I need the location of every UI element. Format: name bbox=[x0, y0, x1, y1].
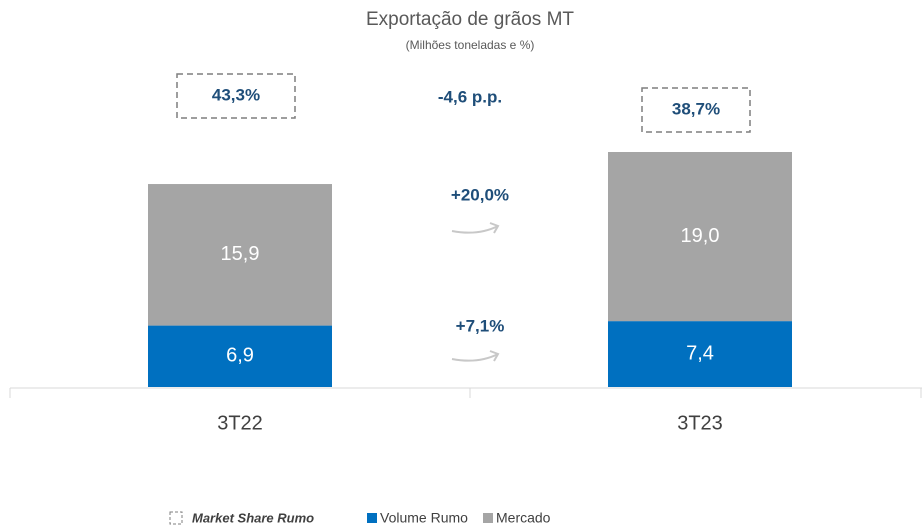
share-change: -4,6 p.p. bbox=[438, 87, 502, 106]
value-label: 7,4 bbox=[686, 342, 714, 364]
value-label: 19,0 bbox=[681, 225, 720, 247]
value-label: 6,9 bbox=[226, 345, 254, 367]
bar-segment bbox=[608, 321, 792, 387]
growth-arrow bbox=[451, 222, 500, 234]
share-box bbox=[176, 73, 296, 119]
value-label: 15,9 bbox=[221, 243, 260, 265]
x-tick-label: 3T23 bbox=[677, 412, 723, 434]
chart-subtitle: (Milhões toneladas e %) bbox=[406, 38, 535, 52]
share-box bbox=[641, 87, 751, 133]
legend-swatch bbox=[169, 511, 183, 525]
x-tick-label: 3T22 bbox=[217, 412, 263, 434]
growth-arrow bbox=[451, 350, 500, 362]
share-label: 38,7% bbox=[672, 99, 720, 118]
legend-label: Market Share Rumo bbox=[192, 510, 314, 525]
share-label: 43,3% bbox=[212, 85, 260, 104]
bar-segment bbox=[608, 152, 792, 322]
legend-label: Mercado bbox=[496, 510, 551, 526]
bar-segment bbox=[148, 325, 332, 387]
legend-swatch bbox=[367, 513, 377, 523]
legend-swatch bbox=[483, 513, 493, 523]
growth-label: +20,0% bbox=[451, 185, 509, 204]
bar-segment bbox=[148, 184, 332, 326]
chart-title: Exportação de grãos MT bbox=[366, 9, 574, 30]
growth-label: +7,1% bbox=[456, 316, 505, 335]
legend-label: Volume Rumo bbox=[380, 510, 468, 526]
